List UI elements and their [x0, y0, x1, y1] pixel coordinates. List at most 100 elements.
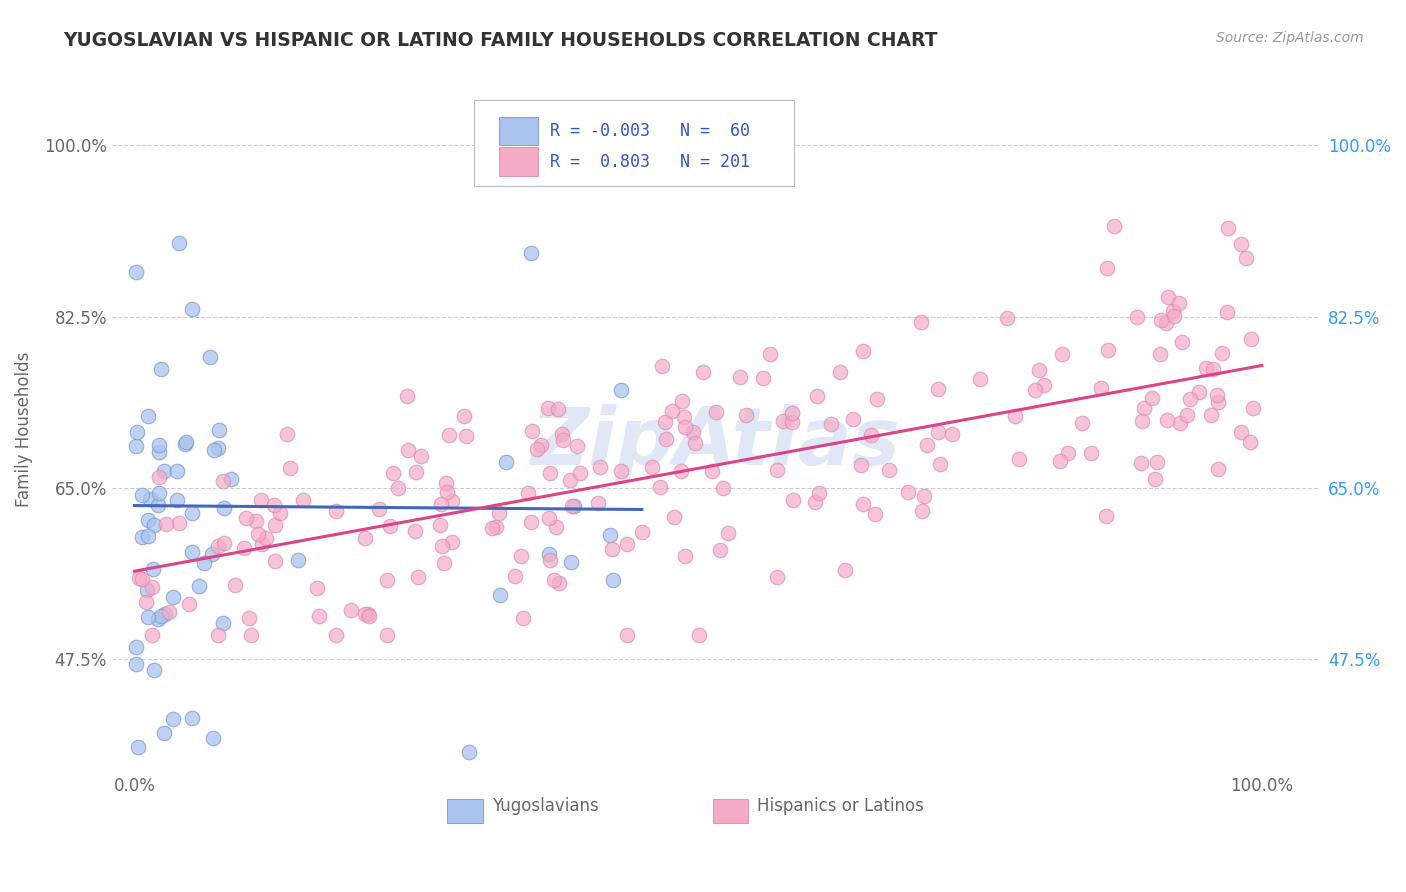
Point	[589, 459, 612, 474]
Point	[212, 616, 235, 631]
Point	[181, 545, 204, 559]
Point	[131, 572, 153, 586]
Point	[240, 628, 263, 642]
Point	[654, 416, 676, 430]
Point	[765, 463, 787, 477]
Point	[547, 576, 569, 591]
Point	[250, 493, 273, 508]
Point	[166, 464, 188, 478]
Point	[214, 501, 236, 516]
Point	[340, 602, 363, 616]
Point	[915, 438, 938, 452]
Point	[664, 509, 686, 524]
Point	[381, 467, 404, 481]
Point	[609, 464, 631, 478]
Point	[1229, 425, 1251, 439]
Point	[929, 457, 952, 471]
Point	[530, 438, 553, 452]
Point	[1156, 316, 1178, 330]
Point	[127, 425, 149, 440]
Point	[146, 498, 169, 512]
Point	[758, 347, 780, 361]
Point	[162, 712, 184, 726]
Point	[235, 511, 257, 525]
Point	[211, 474, 233, 488]
Point	[537, 511, 560, 525]
Point	[1050, 347, 1073, 361]
Point	[1168, 296, 1191, 310]
Text: YUGOSLAVIAN VS HISPANIC OR LATINO FAMILY HOUSEHOLDS CORRELATION CHART: YUGOSLAVIAN VS HISPANIC OR LATINO FAMILY…	[63, 31, 938, 50]
Point	[201, 547, 224, 561]
Point	[543, 573, 565, 587]
Point	[551, 427, 574, 442]
Point	[569, 466, 592, 480]
Point	[149, 608, 172, 623]
Point	[1080, 446, 1102, 460]
Point	[141, 628, 163, 642]
Point	[198, 351, 221, 365]
Point	[1070, 416, 1092, 430]
Point	[485, 519, 508, 533]
Point	[941, 427, 963, 442]
Point	[820, 417, 842, 431]
Point	[877, 463, 900, 477]
Point	[263, 554, 285, 568]
Point	[1140, 391, 1163, 405]
Point	[682, 425, 704, 439]
Point	[1132, 401, 1154, 415]
Point	[125, 439, 148, 453]
Point	[685, 436, 707, 450]
Point	[1049, 454, 1071, 468]
Point	[717, 526, 740, 541]
Point	[860, 428, 883, 442]
Point	[1149, 346, 1171, 360]
Point	[291, 492, 314, 507]
Point	[560, 473, 582, 487]
Text: Source: ZipAtlas.com: Source: ZipAtlas.com	[1216, 31, 1364, 45]
Point	[308, 608, 330, 623]
Point	[1241, 401, 1264, 416]
Point	[1229, 237, 1251, 252]
Point	[1178, 392, 1201, 407]
Point	[1126, 310, 1149, 325]
Point	[305, 581, 328, 595]
Point	[1201, 362, 1223, 376]
Point	[458, 745, 481, 759]
Point	[250, 536, 273, 550]
Point	[150, 361, 173, 376]
Point	[359, 608, 381, 623]
Point	[174, 435, 197, 450]
Point	[520, 424, 543, 438]
Point	[806, 389, 828, 403]
Point	[538, 552, 561, 566]
Point	[157, 605, 180, 619]
Point	[602, 573, 624, 587]
Point	[520, 515, 543, 529]
Point	[207, 539, 229, 553]
Point	[179, 597, 201, 611]
Point	[1206, 388, 1229, 402]
Point	[1239, 332, 1261, 346]
Point	[1097, 343, 1119, 357]
Point	[181, 301, 204, 316]
Point	[1157, 290, 1180, 304]
Point	[357, 607, 380, 622]
Point	[1102, 219, 1125, 234]
Point	[263, 518, 285, 533]
Point	[153, 726, 176, 740]
Point	[488, 588, 510, 602]
Point	[208, 423, 231, 437]
Point	[181, 711, 204, 725]
Point	[167, 516, 190, 530]
Point	[1150, 313, 1173, 327]
Point	[1028, 363, 1050, 377]
Point	[1146, 455, 1168, 469]
Point	[650, 480, 672, 494]
Point	[409, 450, 432, 464]
Point	[436, 484, 458, 499]
Point	[278, 460, 301, 475]
Point	[709, 543, 731, 558]
Point	[692, 365, 714, 379]
Point	[238, 611, 260, 625]
Point	[969, 372, 991, 386]
